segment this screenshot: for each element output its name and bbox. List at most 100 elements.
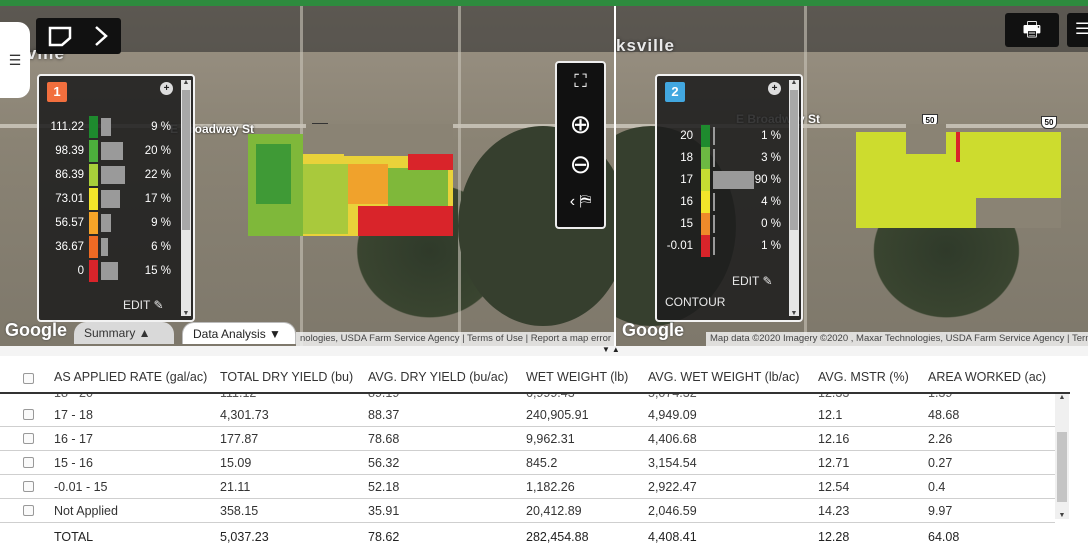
scroll-up-icon[interactable]: ▲ [790, 79, 798, 86]
map-right[interactable]: ksville E Broadway St 50 50 2 + ▲ ▼ 201 … [616, 6, 1088, 346]
resize-arrows-icon[interactable]: ▼▲ [602, 345, 622, 354]
table-cell: 9.97 [928, 504, 953, 518]
scroll-down-icon[interactable]: ▼ [1058, 512, 1066, 519]
table-row[interactable]: 16 - 17 177.87 78.68 9,962.31 4,406.68 12.16 2… [0, 427, 1055, 451]
map-left[interactable]: ksville E Broadway St 50 50 1 + ▲ ▼ [0, 6, 614, 346]
table-cell: Not Applied [54, 504, 118, 518]
table-cell: 64.08 [928, 530, 960, 544]
field-selector-button[interactable] [36, 18, 121, 54]
terms-link[interactable]: Terms of Use [467, 333, 524, 344]
column-header[interactable]: TOTAL DRY YIELD (bu) [220, 370, 354, 384]
row-checkbox[interactable] [23, 457, 34, 468]
table-row[interactable]: -0.01 - 15 21.11 52.18 1,182.26 2,922.47 12.5… [0, 475, 1055, 499]
legend-color-swatch [89, 188, 98, 210]
legend-row: 17 90 % [657, 169, 787, 191]
row-checkbox[interactable] [23, 409, 34, 420]
legend-scroll-thumb[interactable] [182, 90, 190, 230]
table-row[interactable]: 15 - 16 15.09 56.32 845.2 3,154.54 12.71 0.27 [0, 451, 1055, 475]
table-cell: 88.37 [368, 408, 400, 422]
tab-summary[interactable]: Summary ▲ [74, 322, 174, 344]
scroll-up-icon[interactable]: ▲ [1058, 394, 1066, 401]
yield-legend-panel: 1 + ▲ ▼ 111.22 9 % 98.39 20 % 86.39 22 % 73.01… [37, 74, 195, 322]
panel-splitter[interactable] [0, 346, 1088, 356]
map-layers-icon[interactable]: ‹ ⛿ [569, 193, 592, 210]
table-cell: 12.54 [818, 480, 850, 494]
scroll-up-icon[interactable]: ▲ [182, 79, 190, 86]
legend-value: 15 [680, 218, 693, 230]
terms-link[interactable]: Terms of Use [1072, 333, 1088, 344]
legend-row: 111.22 9 % [39, 116, 179, 138]
pin-icon[interactable]: + [160, 82, 173, 95]
table-cell: 282,454.88 [526, 530, 589, 544]
field-boundary-icon [48, 26, 108, 47]
legend-color-swatch [701, 213, 710, 235]
google-logo: Google [5, 320, 67, 340]
legend-percent: 22 % [144, 169, 171, 181]
row-checkbox[interactable] [23, 505, 34, 516]
column-header[interactable]: AVG. MSTR (%) [818, 370, 909, 384]
legend-value: 18 [680, 152, 693, 164]
side-menu-toggle[interactable]: ☰ [0, 22, 30, 98]
legend-scroll-thumb[interactable] [790, 90, 798, 230]
column-header[interactable]: AREA WORKED (ac) [928, 370, 1047, 384]
column-header[interactable]: AS APPLIED RATE (gal/ac) [54, 370, 208, 384]
legend-percent: 20 % [144, 145, 171, 157]
yield-map-overlay[interactable] [248, 124, 453, 236]
row-checkbox[interactable] [23, 481, 34, 492]
road [458, 6, 461, 346]
legend-color-swatch [701, 191, 710, 213]
column-header[interactable]: AVG. WET WEIGHT (lb/ac) [648, 370, 800, 384]
legend-color-swatch [89, 164, 98, 186]
printer-icon: 🖶 [1022, 19, 1042, 41]
legend-scrollbar[interactable]: ▲ ▼ [789, 79, 799, 317]
table-cell: 15.09 [220, 456, 252, 470]
legend-row: 73.01 17 % [39, 188, 179, 210]
legend-percent: 9 % [151, 121, 171, 133]
contour-label[interactable]: CONTOUR [665, 295, 726, 309]
legend-value: -0.01 [666, 240, 693, 252]
road [804, 6, 807, 346]
legend-percent: 1 % [761, 130, 781, 142]
legend-histogram-bar [713, 149, 715, 167]
table-cell: 78.62 [368, 530, 400, 544]
report-link[interactable]: Report a map error [530, 333, 612, 344]
list-view-button[interactable]: ☰ [1067, 13, 1088, 47]
applied-rate-overlay[interactable] [856, 124, 1061, 228]
print-button[interactable]: 🖶 [1005, 13, 1059, 47]
table-scrollbar[interactable]: ▲ ▼ [1055, 394, 1069, 519]
edit-legend-button[interactable]: EDIT ✎ [732, 274, 773, 288]
legend-percent: 3 % [761, 152, 781, 164]
legend-scrollbar[interactable]: ▲ ▼ [181, 79, 191, 317]
scroll-down-icon[interactable]: ▼ [790, 310, 798, 317]
column-header[interactable]: AVG. DRY YIELD (bu/ac) [368, 370, 509, 384]
select-all-checkbox[interactable] [23, 373, 34, 384]
legend-percent: 90 % [754, 174, 781, 186]
legend-percent: 1 % [761, 240, 781, 252]
zoom-in-icon[interactable]: ⊕ [569, 109, 592, 139]
table-cell: 4,949.09 [648, 408, 697, 422]
legend-value: 98.39 [55, 145, 84, 157]
table-cell: 0.27 [928, 456, 953, 470]
pin-icon[interactable]: + [768, 82, 781, 95]
table-cell: TOTAL [54, 530, 94, 544]
table-cell: 35.91 [368, 504, 400, 518]
table-scroll-thumb[interactable] [1057, 432, 1067, 502]
map-zoom-controls: ⛶ ⊕ ⊖ ‹ ⛿ [555, 61, 606, 229]
row-checkbox[interactable] [23, 433, 34, 444]
legend-histogram-bar [101, 142, 123, 160]
edit-legend-button[interactable]: EDIT ✎ [123, 298, 164, 312]
top-accent-bar [0, 0, 1088, 6]
layer-badge: 1 [47, 82, 67, 102]
legend-color-swatch [89, 236, 98, 258]
tab-data-analysis[interactable]: Data Analysis ▼ [182, 322, 296, 344]
table-cell: 14.23 [818, 504, 850, 518]
table-row[interactable]: Not Applied 358.15 35.91 20,412.89 2,046.59 1… [0, 499, 1055, 523]
table-cell: 1,182.26 [526, 480, 575, 494]
zoom-out-icon[interactable]: ⊖ [569, 149, 592, 179]
table-cell: 16 - 17 [54, 432, 93, 446]
column-header[interactable]: WET WEIGHT (lb) [526, 370, 629, 384]
table-row[interactable]: 17 - 18 4,301.73 88.37 240,905.91 4,949.09 12… [0, 403, 1055, 427]
fullscreen-icon[interactable]: ⛶ [574, 71, 587, 91]
table-total-row: TOTAL 5,037.23 78.62 282,454.88 4,408.41 12.2… [0, 525, 1055, 549]
scroll-down-icon[interactable]: ▼ [182, 310, 190, 317]
